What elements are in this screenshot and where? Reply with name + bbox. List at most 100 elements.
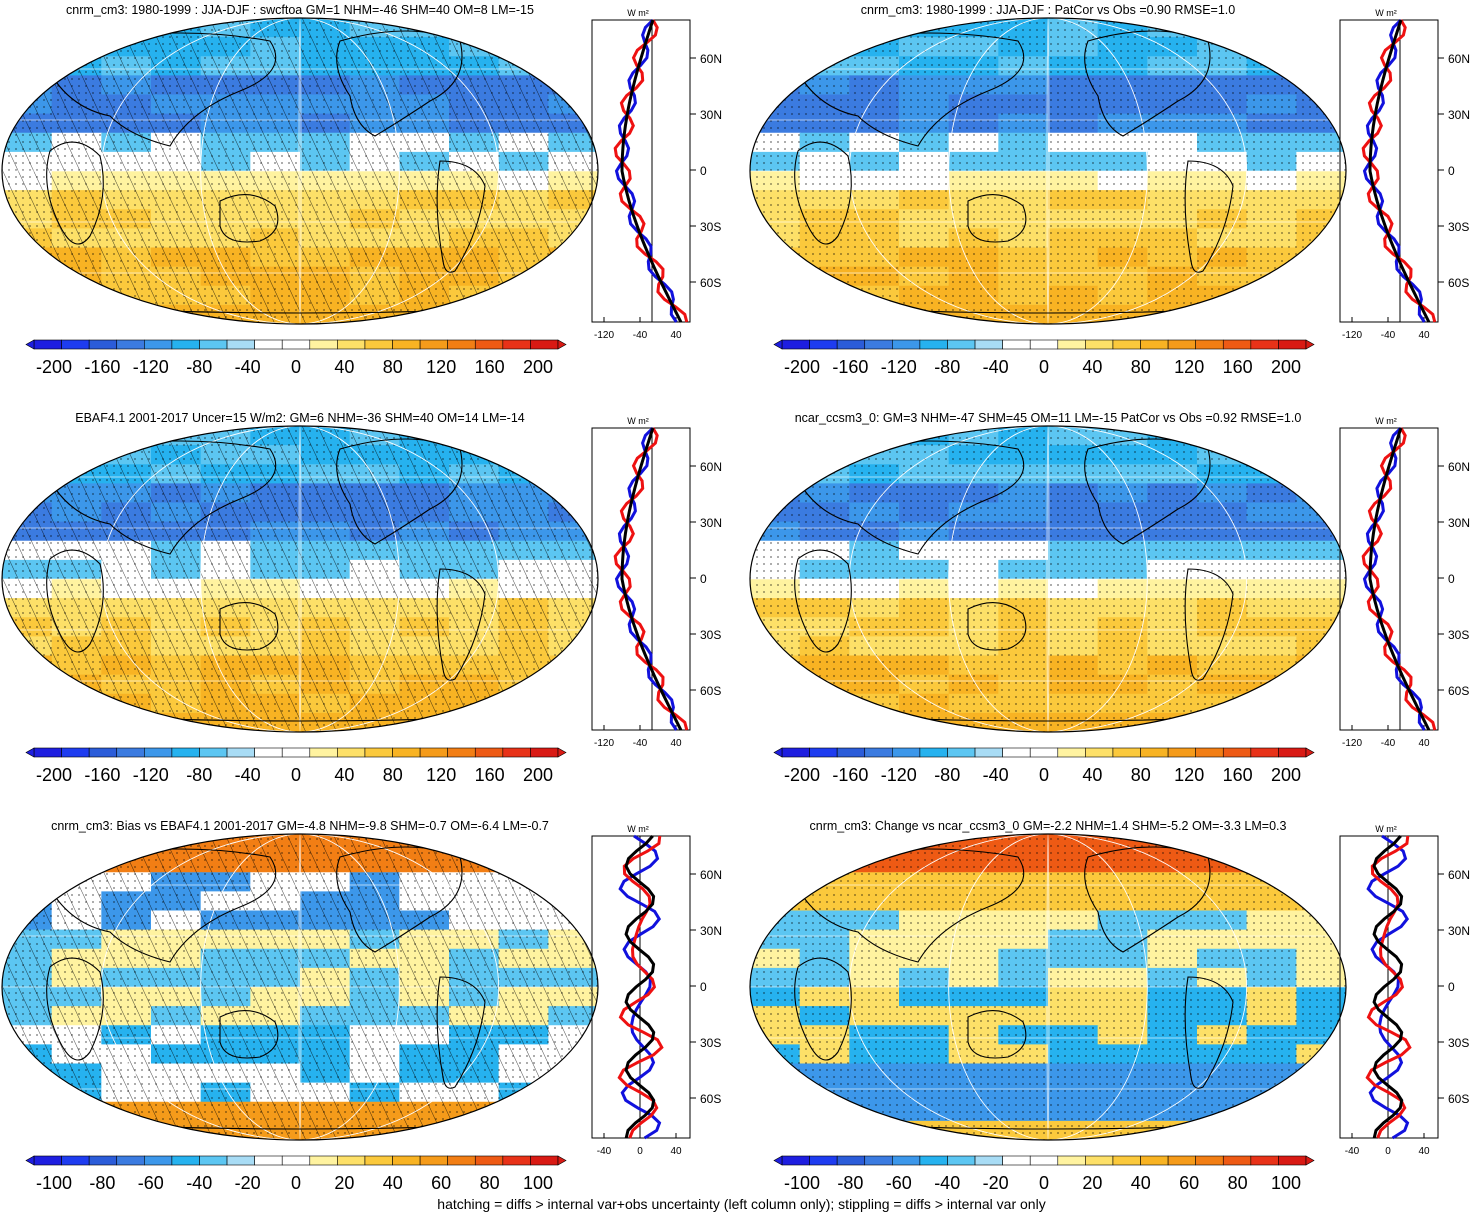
colorbar-tick-label: 80	[383, 357, 403, 377]
colorbar-swatch	[1195, 339, 1224, 350]
colorbar-swatch	[199, 1155, 228, 1166]
colorbar-tick-label: 40	[1082, 765, 1102, 785]
coastline	[46, 957, 104, 1061]
map-cell	[799, 304, 851, 324]
colorbar-swatch	[474, 1155, 504, 1166]
map-cell	[548, 1063, 598, 1084]
colorbar-tick-label: 200	[1271, 357, 1301, 377]
colorbar-swatch	[337, 1155, 366, 1166]
colorbar-tick-label: 160	[1223, 357, 1253, 377]
map-cell	[799, 37, 851, 58]
map-cell	[1246, 853, 1298, 874]
map-cell	[449, 304, 500, 324]
colorbar-swatch	[1112, 339, 1141, 350]
profile-lat-label: 60S	[1448, 1092, 1469, 1106]
colorbar-tick-label: 200	[1271, 765, 1301, 785]
colorbar-tick-label: 120	[426, 357, 456, 377]
map-cell	[1296, 834, 1346, 855]
map-cell	[750, 445, 801, 466]
colorbar: -200 -160 -120 -80 -40 0 40 80 120 160 200	[25, 339, 567, 377]
colorbar-swatch	[1085, 747, 1114, 758]
map-cell	[498, 37, 550, 58]
graticule-meridian	[100, 426, 500, 732]
map-border	[749, 833, 1347, 1141]
colorbar-tick-label: -80	[89, 1173, 115, 1193]
zonal-mean-profile: W m² 60N 30N 0 30S 60S -120 -40 40	[591, 8, 722, 341]
profile-x-label: -120	[594, 738, 614, 749]
map-cell	[548, 1082, 598, 1103]
map-cell	[101, 1120, 152, 1140]
map-cell	[2, 1120, 53, 1140]
colorbar-swatch	[309, 339, 338, 350]
profile-lat-label: 0	[700, 980, 707, 994]
colorbar-arrow-high	[1305, 1155, 1315, 1166]
profile-lat-label: 0	[1448, 572, 1455, 586]
map-cell	[1246, 1101, 1298, 1122]
colorbar-arrow-high	[557, 339, 567, 350]
map-cell	[498, 1101, 550, 1122]
zonal-mean-profile: W m² 60N 30N 0 30S 60S -120 -40 40	[1339, 8, 1470, 341]
colorbar-tick-label: 0	[291, 357, 301, 377]
map-cell	[799, 853, 851, 874]
graticule-meridian	[298, 834, 302, 1140]
profile-lat-label: 0	[700, 164, 707, 178]
colorbar-swatch	[447, 1155, 476, 1166]
colorbar-swatch	[530, 747, 559, 758]
colorbar-swatch	[88, 747, 118, 758]
graticule-meridian	[948, 834, 1148, 1140]
coastline	[787, 440, 1025, 555]
graticule-meridian	[100, 18, 500, 324]
colorbar-arrow-low	[25, 747, 35, 758]
colorbar-tick-label: 80	[1131, 357, 1151, 377]
colorbar-swatch	[1057, 1155, 1086, 1166]
map-cell	[750, 712, 801, 732]
colorbar-tick-label: -40	[235, 765, 261, 785]
coastline	[219, 194, 279, 243]
map-cell	[548, 693, 598, 714]
colorbar-swatch	[199, 747, 228, 758]
colorbar-tick-label: -40	[983, 357, 1009, 377]
graticule-meridian	[298, 18, 302, 324]
map-cell	[548, 285, 598, 306]
profile-lat-label: 30S	[1448, 1036, 1469, 1050]
colorbar-swatch	[33, 747, 62, 758]
colorbar-swatch	[1029, 339, 1059, 350]
map-cell	[799, 285, 851, 306]
colorbar-tick-label: -100	[784, 1173, 820, 1193]
colorbar-swatch	[61, 339, 90, 350]
map-cell	[2, 693, 53, 714]
colorbar-swatch	[1250, 747, 1279, 758]
map-cell	[849, 18, 900, 39]
map-field	[750, 834, 1346, 1140]
panel-ncar-model: ncar_ccsm3_0: GM=3 NHM=-47 SHM=45 OM=11 …	[749, 411, 1470, 785]
profile-lat-label: 0	[700, 572, 707, 586]
colorbar-tick-label: -120	[881, 357, 917, 377]
profile-curve	[613, 427, 689, 731]
colorbar-swatch	[254, 747, 283, 758]
map-cell	[1197, 304, 1248, 324]
colorbar-swatch	[254, 339, 283, 350]
colorbar-swatch	[1140, 747, 1169, 758]
profile-curve	[614, 18, 678, 323]
colorbar-swatch	[1250, 339, 1279, 350]
panel-ebaf-obs: EBAF4.1 2001-2017 Uncer=15 W/m2: GM=6 NH…	[1, 411, 722, 785]
profile-frame	[1339, 427, 1439, 731]
map-cell	[2, 304, 53, 324]
panel-title: EBAF4.1 2001-2017 Uncer=15 W/m2: GM=6 NH…	[75, 411, 525, 425]
map-cell	[498, 426, 550, 447]
colorbar-swatch	[1278, 1155, 1307, 1166]
colorbar-tick-label: 0	[1039, 1173, 1049, 1193]
colorbar-swatch	[33, 1155, 62, 1166]
profile-curve	[613, 19, 689, 323]
colorbar-swatch	[226, 339, 255, 350]
map-cell	[1296, 1063, 1346, 1084]
profile-x-label: -40	[1345, 1146, 1360, 1157]
profile-lat-label: 60S	[700, 1092, 721, 1106]
colorbar-swatch	[974, 339, 1003, 350]
colorbar-swatch	[1167, 747, 1196, 758]
panel-cnrm-patcor: cnrm_cm3: 1980-1999 : JJA-DJF : PatCor v…	[749, 3, 1470, 377]
colorbar-tick-label: -40	[235, 357, 261, 377]
coastline	[967, 1010, 1027, 1059]
colorbar-swatch	[1029, 1155, 1059, 1166]
